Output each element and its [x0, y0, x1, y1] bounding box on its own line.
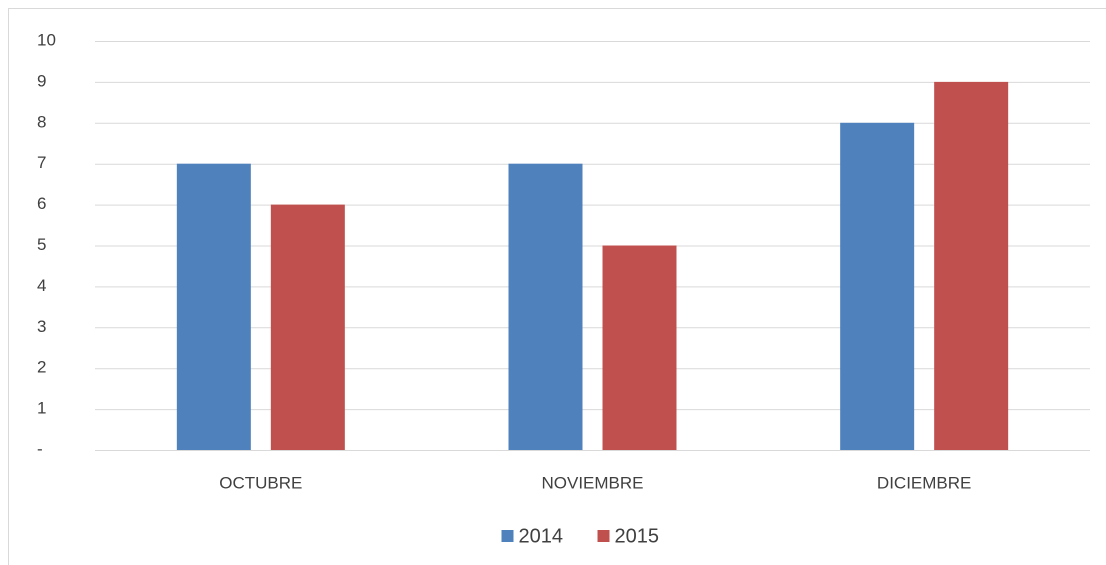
x-tick-label: NOVIEMBRE — [541, 473, 643, 492]
legend-swatch — [597, 530, 610, 542]
x-tick-label: OCTUBRE — [219, 473, 302, 492]
y-tick-label: 9 — [37, 71, 46, 90]
y-tick-label: 3 — [37, 317, 46, 336]
y-tick-label: 4 — [37, 276, 46, 295]
bar — [176, 163, 251, 450]
bar — [840, 122, 915, 451]
y-tick-label: 7 — [37, 153, 46, 172]
y-tick-label: 5 — [37, 235, 46, 254]
bar — [508, 163, 583, 450]
bar — [270, 204, 345, 450]
y-tick-label: 6 — [37, 194, 46, 213]
bar — [934, 81, 1009, 451]
y-tick-label: - — [37, 439, 43, 458]
x-tick-label: DICIEMBRE — [877, 473, 971, 492]
legend-label: 2014 — [519, 525, 564, 547]
y-tick-label: 10 — [37, 30, 56, 49]
y-tick-label: 2 — [37, 358, 46, 377]
legend-label: 2015 — [615, 525, 660, 547]
legend-swatch — [501, 530, 514, 542]
bar — [602, 245, 677, 450]
y-tick-label: 1 — [37, 399, 46, 418]
y-tick-label: 8 — [37, 112, 46, 131]
